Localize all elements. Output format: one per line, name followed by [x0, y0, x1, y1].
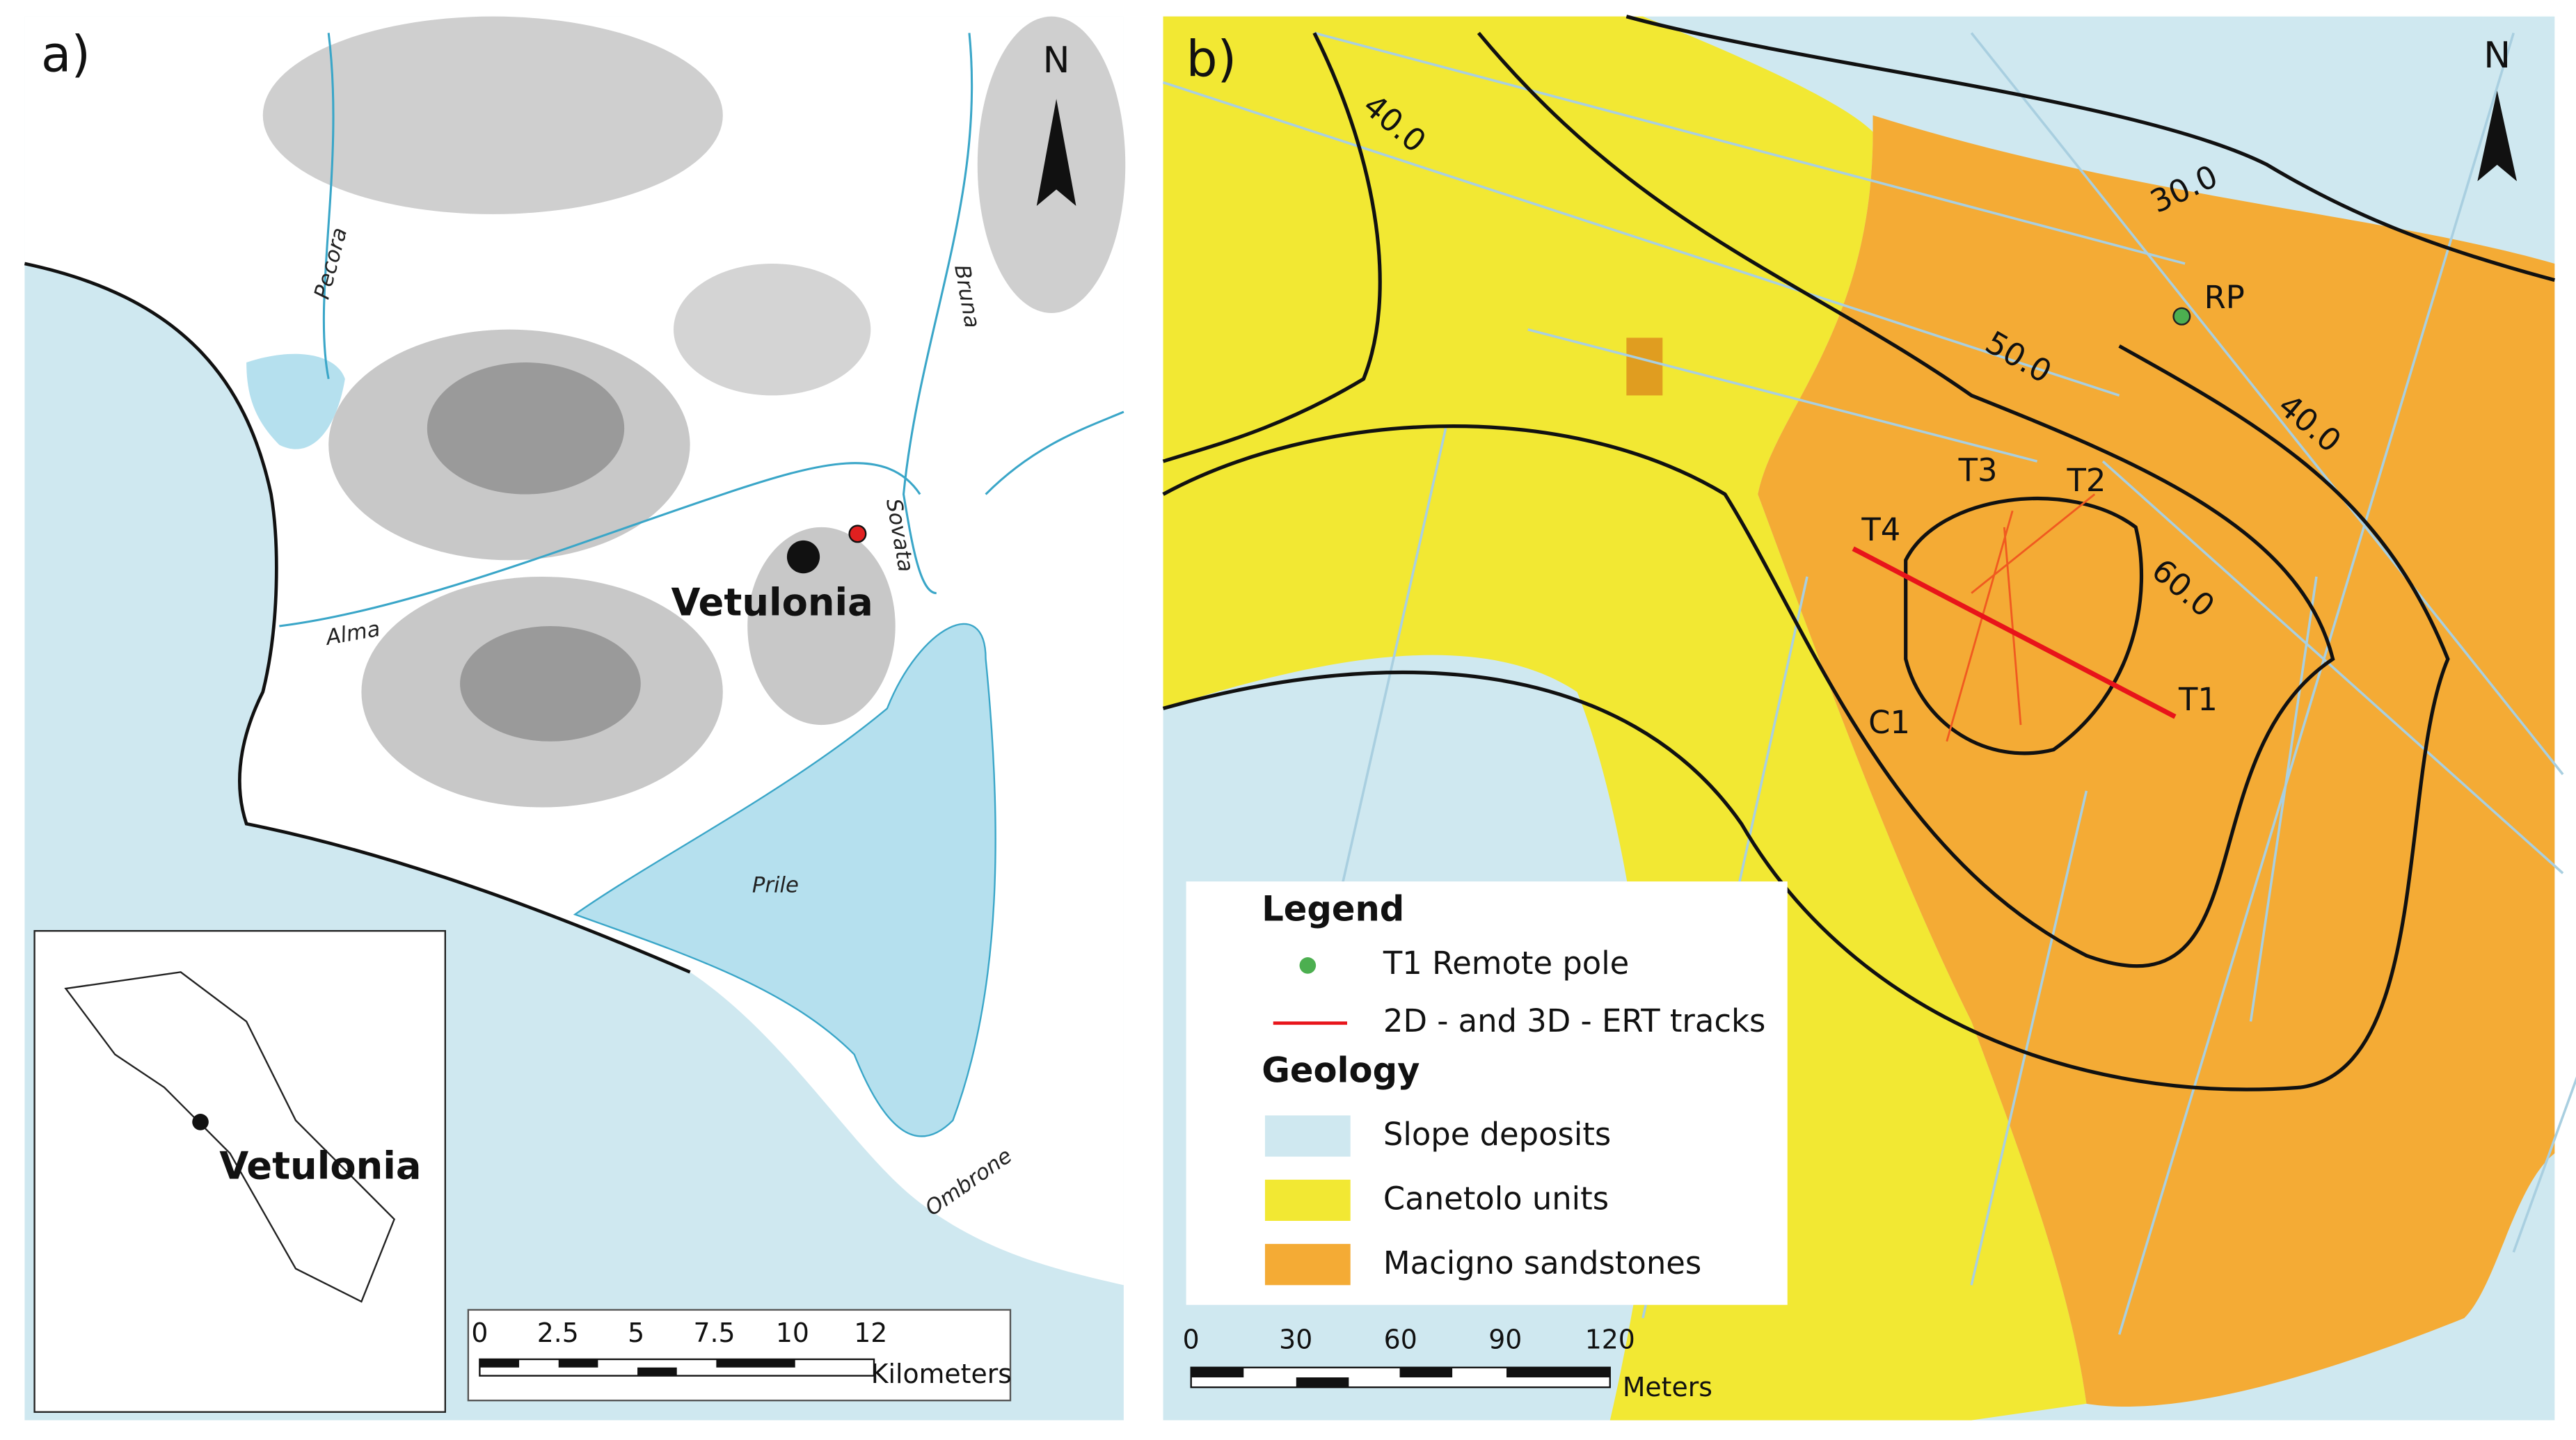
scale-tick-label: 0	[471, 1318, 488, 1348]
hills	[262, 16, 723, 214]
point-label: T1	[2178, 681, 2218, 718]
contour	[1162, 32, 1382, 463]
panel-label: b)	[1186, 30, 1237, 88]
legend-swatch	[1264, 1244, 1351, 1286]
site-label: Vetulonia	[671, 580, 873, 624]
contour	[1904, 497, 2143, 755]
legend-title: Legend	[1262, 888, 1404, 929]
hills	[427, 362, 625, 495]
point-label: T2	[2066, 462, 2106, 499]
building	[1626, 337, 1663, 396]
legend-box	[1186, 881, 1788, 1305]
river	[985, 410, 1124, 495]
scale-unit: Meters	[1623, 1372, 1712, 1402]
canetolo-units	[1163, 16, 2087, 1421]
scale-bar-segments	[479, 1359, 795, 1376]
legend-item: Slope deposits	[1383, 1116, 1611, 1153]
contours	[1162, 15, 2555, 1091]
river	[322, 33, 335, 380]
lagoon-label: Prile	[752, 873, 799, 898]
inset-site-label: Vetulonia	[219, 1144, 421, 1187]
legend-swatch	[1264, 1179, 1351, 1221]
relief	[262, 16, 1126, 808]
north-arrow	[2477, 90, 2518, 182]
scale-ticks: 0 2.5 5 7.5 10 12	[471, 1318, 887, 1348]
legend-swatch	[1299, 957, 1317, 974]
hills	[460, 626, 641, 742]
point-label: RP	[2204, 279, 2245, 316]
ert-2d-track	[1852, 546, 2177, 719]
scale-tick-label: 7.5	[694, 1318, 736, 1348]
coastline	[24, 262, 691, 974]
scale-tick-label: 2.5	[537, 1318, 579, 1348]
panel-b: b) N 40.0 30.0 50.0 40.0 60.0 RP T1 T2 T…	[1162, 15, 2576, 1421]
panel-a: a) N Pecora Bruna Sovata Alma Ombrone Pr…	[24, 16, 1126, 1421]
legend-subtitle: Geology	[1262, 1050, 1420, 1090]
rivers	[279, 33, 1124, 627]
point-label: C1	[1868, 704, 1910, 741]
lagoon	[246, 353, 345, 449]
lagoon-prile	[573, 623, 996, 1137]
river	[279, 462, 921, 627]
scale-tick-label: 90	[1488, 1324, 1522, 1354]
river	[902, 33, 973, 595]
point-label: T3	[1958, 452, 1998, 489]
macigno-sandstones	[1758, 115, 2555, 1407]
scale-tick-label: 60	[1384, 1324, 1417, 1354]
scale-tick-label: 5	[628, 1318, 644, 1348]
inset-marker	[192, 1114, 209, 1130]
scale-tick-label: 10	[776, 1318, 809, 1348]
italy-outline	[64, 971, 396, 1303]
north-label: N	[2483, 35, 2511, 77]
contour	[1162, 344, 2450, 1091]
ert-3d-tracks	[1946, 493, 2096, 742]
scale-unit: Kilometers	[871, 1359, 1012, 1389]
site-marker	[786, 540, 820, 574]
point-label: T4	[1861, 511, 1900, 548]
hills	[673, 263, 871, 396]
legend-item: 2D - and 3D - ERT tracks	[1383, 1002, 1765, 1039]
study-area-marker	[848, 525, 867, 543]
scale-bar-segments	[1191, 1367, 1610, 1388]
panel-label: a)	[41, 25, 90, 83]
scale-box	[467, 1309, 1012, 1402]
remote-pole	[2172, 307, 2191, 326]
legend-item: Canetolo units	[1383, 1181, 1609, 1217]
contour	[1162, 31, 2335, 968]
legend-item: T1 Remote pole	[1383, 945, 1629, 982]
scale-ticks: 0 30 60 90 120	[1183, 1324, 1635, 1354]
scale-tick-label: 120	[1585, 1324, 1635, 1354]
north-arrow	[1036, 99, 1076, 207]
scale-tick-label: 12	[854, 1318, 887, 1348]
tracks	[1163, 31, 2576, 1335]
hills	[747, 527, 896, 726]
contour	[1625, 15, 2555, 282]
legend-swatch	[1264, 1115, 1351, 1157]
scale-tick-label: 0	[1183, 1324, 1200, 1354]
legend-item: Macigno sandstones	[1383, 1245, 1701, 1281]
scale-tick-label: 30	[1279, 1324, 1312, 1354]
north-label: N	[1043, 40, 1070, 81]
